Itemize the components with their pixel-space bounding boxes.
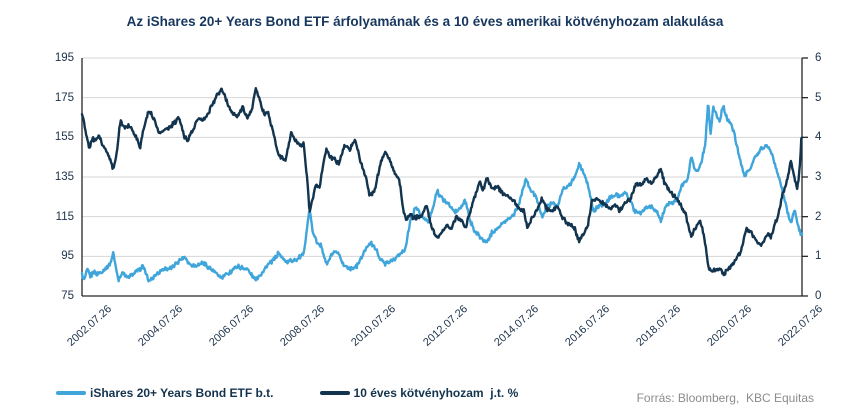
bond-yield-line: [80, 87, 804, 277]
etf-price-line: [80, 104, 804, 283]
right-axis-label: 3: [815, 171, 822, 183]
right-axis-label: 0: [815, 290, 822, 302]
yield-line-swatch-icon: [319, 391, 350, 395]
legend-item-etf: iShares 20+ Years Bond ETF b.t.: [56, 386, 274, 400]
legend-label-yield: 10 éves kötvényhozam j.t. %: [353, 386, 519, 400]
right-axis-label: 4: [815, 131, 822, 144]
chart-title: Az iShares 20+ Years Bond ETF árfolyamán…: [126, 14, 724, 29]
etf-line-swatch-icon: [56, 391, 86, 395]
chart-legend: iShares 20+ Years Bond ETF b.t. 10 éves …: [56, 386, 518, 400]
right-axis-label: 1: [815, 250, 822, 263]
right-axis-label: 2: [815, 210, 822, 223]
source-credit: Forrás: Bloomberg, KBC Equitas: [636, 391, 814, 405]
left-axis-label: 75: [61, 290, 74, 302]
left-axis-label: 195: [54, 52, 74, 64]
right-axis-label: 5: [815, 91, 822, 104]
left-axis-label: 135: [54, 171, 74, 183]
left-axis-label: 95: [61, 250, 74, 263]
right-axis-label: 6: [815, 52, 822, 64]
left-axis-label: 115: [55, 210, 74, 223]
left-axis-label: 155: [54, 131, 74, 144]
legend-item-yield: 10 éves kötvényhozam j.t. %: [319, 386, 519, 400]
title-wrap: Az iShares 20+ Years Bond ETF árfolyamán…: [0, 12, 850, 33]
legend-label-etf: iShares 20+ Years Bond ETF b.t.: [90, 386, 274, 400]
left-axis-label: 175: [54, 91, 74, 104]
